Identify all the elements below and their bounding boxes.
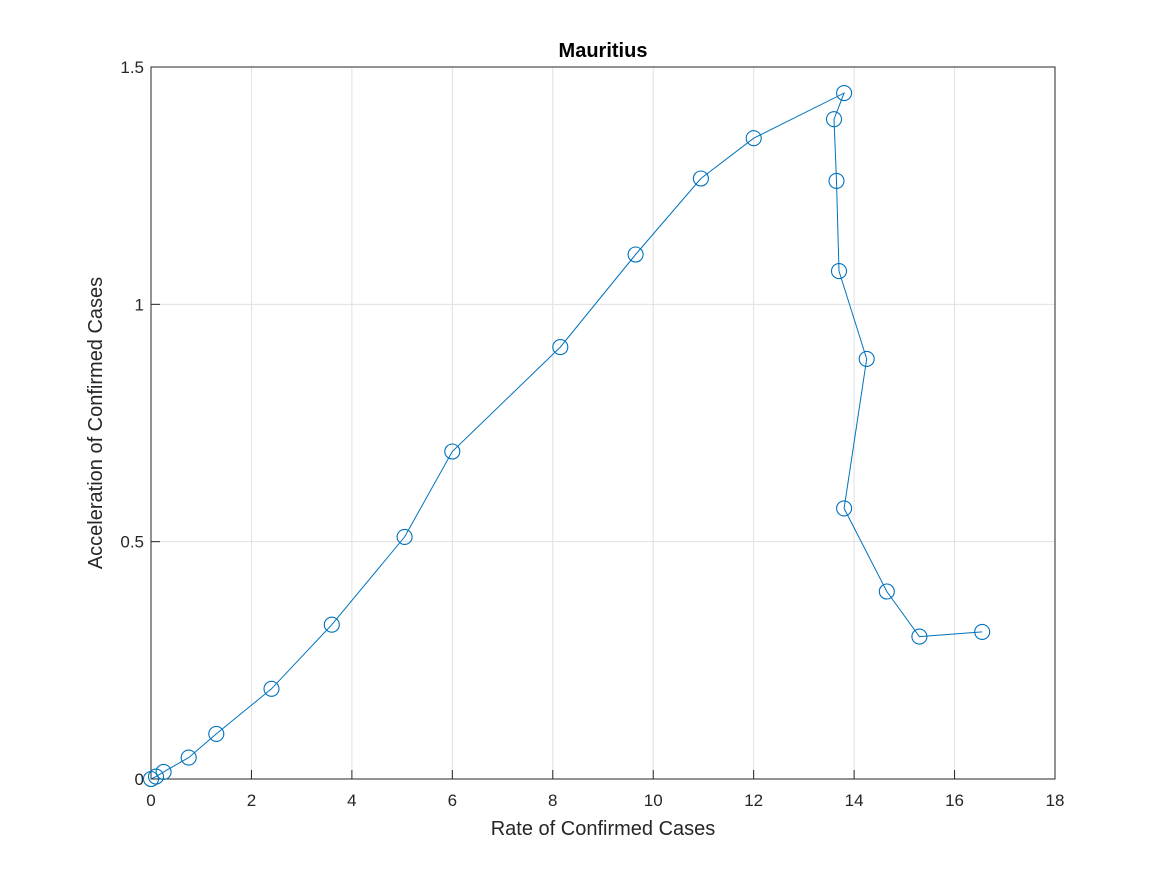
x-axis-label: Rate of Confirmed Cases — [491, 818, 716, 840]
data-point — [830, 263, 848, 280]
data-point — [155, 763, 172, 780]
y-tick-label: 1.5 — [120, 58, 144, 77]
data-point — [974, 623, 991, 640]
data-point — [836, 500, 853, 517]
x-tick-label: 6 — [448, 791, 457, 810]
axis-ticks: 0 2 4 6 8 10 12 14 16 18 0 0.5 1 1.5 — [120, 58, 1064, 810]
x-tick-label: 8 — [548, 791, 557, 810]
data-point — [745, 130, 762, 147]
data-point — [858, 350, 875, 367]
y-tick-label: 1 — [135, 295, 144, 314]
x-tick-label: 14 — [845, 791, 864, 810]
x-tick-label: 10 — [644, 791, 663, 810]
x-tick-label: 4 — [347, 791, 356, 810]
data-point — [180, 749, 197, 766]
series-layer — [142, 85, 991, 788]
x-tick-label: 12 — [744, 791, 763, 810]
x-tick-label: 18 — [1046, 791, 1065, 810]
data-point — [444, 443, 461, 460]
chart-title: Mauritius — [559, 40, 648, 62]
plot-frame — [150, 66, 1056, 780]
data-point — [552, 339, 569, 356]
y-tick-label: 0 — [135, 770, 144, 789]
data-point — [828, 172, 845, 189]
data-point — [627, 246, 644, 263]
x-tick-label: 16 — [945, 791, 964, 810]
data-point — [147, 768, 165, 785]
data-point — [836, 85, 853, 102]
data-point — [396, 528, 413, 545]
data-point — [323, 616, 340, 633]
x-tick-label: 2 — [247, 791, 256, 810]
data-point — [878, 583, 895, 600]
plot-background — [151, 67, 1055, 779]
data-point — [825, 111, 843, 128]
y-axis-label: Acceleration of Confirmed Cases — [85, 277, 107, 569]
series-line — [150, 92, 983, 780]
data-point — [208, 725, 225, 742]
x-tick-label: 0 — [146, 791, 155, 810]
data-point — [263, 680, 280, 697]
data-point — [911, 628, 928, 645]
y-tick-label: 0.5 — [120, 533, 144, 552]
data-point — [692, 170, 709, 187]
